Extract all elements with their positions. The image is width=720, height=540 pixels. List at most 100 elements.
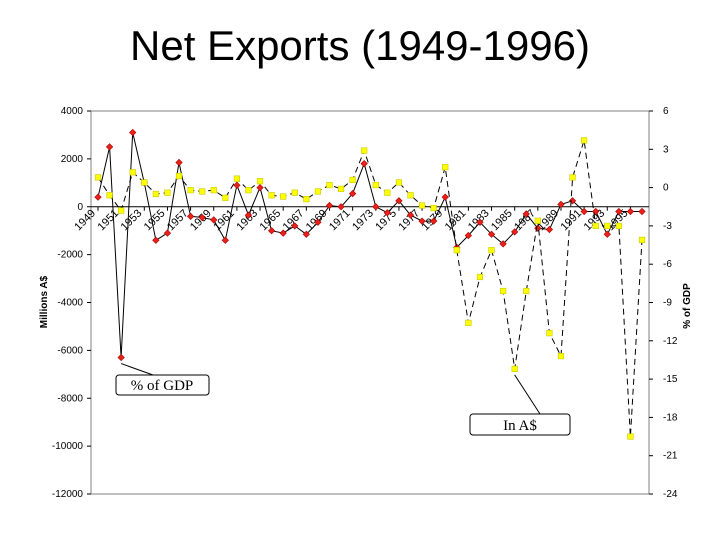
right-axis: 6 3 0 -3 -6 -9 -12 -15 -18 -21 -24 bbox=[649, 106, 678, 500]
data-point bbox=[511, 365, 518, 372]
data-point bbox=[303, 195, 310, 203]
left-tick-label: -8000 bbox=[57, 393, 83, 404]
data-point bbox=[152, 190, 159, 198]
data-point bbox=[488, 247, 495, 254]
data-point bbox=[603, 230, 611, 238]
data-point bbox=[245, 187, 252, 194]
data-point bbox=[349, 176, 356, 184]
left-tick-label: -10000 bbox=[52, 441, 84, 452]
data-point bbox=[465, 319, 472, 327]
data-point bbox=[418, 202, 426, 209]
data-point bbox=[511, 228, 519, 236]
right-tick-label: 3 bbox=[663, 144, 669, 155]
data-point bbox=[638, 236, 646, 244]
series-line bbox=[97, 132, 642, 358]
right-tick-label: -12 bbox=[663, 336, 678, 347]
left-tick-label: 2000 bbox=[61, 154, 84, 165]
data-point bbox=[592, 222, 599, 230]
data-point bbox=[175, 158, 183, 167]
data-point bbox=[569, 174, 576, 181]
data-point bbox=[349, 189, 357, 198]
callout-aud: In A$ bbox=[503, 418, 537, 434]
right-tick-label: -24 bbox=[663, 489, 678, 500]
data-point bbox=[175, 173, 183, 180]
series-gdp-percent bbox=[94, 137, 646, 440]
data-point bbox=[187, 187, 194, 194]
data-point bbox=[233, 175, 240, 182]
data-point bbox=[627, 433, 634, 440]
callout-leader-aud bbox=[514, 374, 541, 415]
left-tick-label: 4000 bbox=[61, 106, 84, 117]
data-point bbox=[581, 137, 588, 144]
callouts: % of GDP In A$ bbox=[115, 363, 571, 436]
callout-leader-gdp bbox=[120, 363, 154, 376]
data-point bbox=[337, 185, 345, 192]
data-point bbox=[476, 218, 484, 226]
data-point bbox=[534, 217, 541, 224]
data-point bbox=[372, 203, 380, 211]
data-point bbox=[141, 179, 148, 186]
right-tick-label: -18 bbox=[663, 412, 678, 423]
callout-gdp: % of GDP bbox=[131, 378, 194, 394]
callout-box-aud bbox=[469, 413, 571, 436]
data-point bbox=[580, 207, 588, 216]
data-point bbox=[557, 200, 565, 208]
data-point bbox=[638, 207, 646, 216]
data-point bbox=[418, 217, 426, 225]
data-point bbox=[268, 192, 275, 199]
y-axis-label-left: Millions A$ bbox=[39, 275, 50, 328]
data-point bbox=[395, 197, 403, 205]
callout-box-gdp bbox=[115, 374, 210, 396]
data-point bbox=[487, 230, 496, 238]
data-point bbox=[256, 183, 264, 192]
y-axis-label-right: % of GDP bbox=[682, 283, 693, 329]
data-point bbox=[279, 229, 287, 237]
data-point bbox=[441, 193, 449, 201]
data-point bbox=[406, 211, 415, 219]
data-point bbox=[302, 230, 310, 238]
data-point bbox=[129, 169, 136, 176]
data-point bbox=[557, 353, 565, 360]
data-point bbox=[430, 204, 437, 212]
data-point bbox=[592, 207, 600, 216]
data-point bbox=[361, 147, 368, 154]
data-point bbox=[267, 227, 276, 235]
series-layer bbox=[94, 128, 646, 440]
data-point bbox=[222, 194, 229, 201]
data-point bbox=[337, 203, 345, 211]
left-axis: 4000 2000 0 -2000 -4000 -6000 -8000 -10000 -1200… bbox=[52, 106, 91, 500]
left-tick-label: -6000 bbox=[57, 345, 83, 356]
data-point bbox=[129, 128, 137, 137]
data-point bbox=[464, 231, 473, 240]
right-tick-label: -9 bbox=[663, 298, 672, 309]
data-point bbox=[395, 179, 403, 186]
data-point bbox=[118, 207, 125, 214]
right-tick-label: -6 bbox=[663, 259, 672, 270]
data-point bbox=[442, 164, 449, 171]
data-point bbox=[199, 188, 206, 195]
data-point bbox=[615, 207, 623, 216]
data-point bbox=[568, 197, 577, 205]
data-point bbox=[384, 189, 391, 196]
data-point bbox=[499, 240, 507, 248]
data-point bbox=[280, 193, 287, 200]
data-point bbox=[453, 247, 460, 254]
data-point bbox=[210, 187, 217, 194]
data-point bbox=[163, 229, 172, 237]
right-tick-label: -21 bbox=[663, 451, 678, 462]
data-point bbox=[244, 211, 253, 219]
data-point bbox=[604, 222, 611, 230]
data-point bbox=[360, 160, 368, 168]
right-tick-label: -3 bbox=[663, 221, 672, 232]
data-point bbox=[523, 287, 530, 295]
data-point bbox=[326, 181, 333, 189]
data-point bbox=[152, 236, 160, 244]
data-point bbox=[430, 217, 438, 225]
data-point bbox=[626, 207, 635, 216]
data-point bbox=[186, 212, 195, 220]
data-point bbox=[314, 188, 322, 195]
data-point bbox=[233, 181, 241, 189]
data-point bbox=[164, 189, 171, 196]
data-point bbox=[105, 143, 114, 151]
